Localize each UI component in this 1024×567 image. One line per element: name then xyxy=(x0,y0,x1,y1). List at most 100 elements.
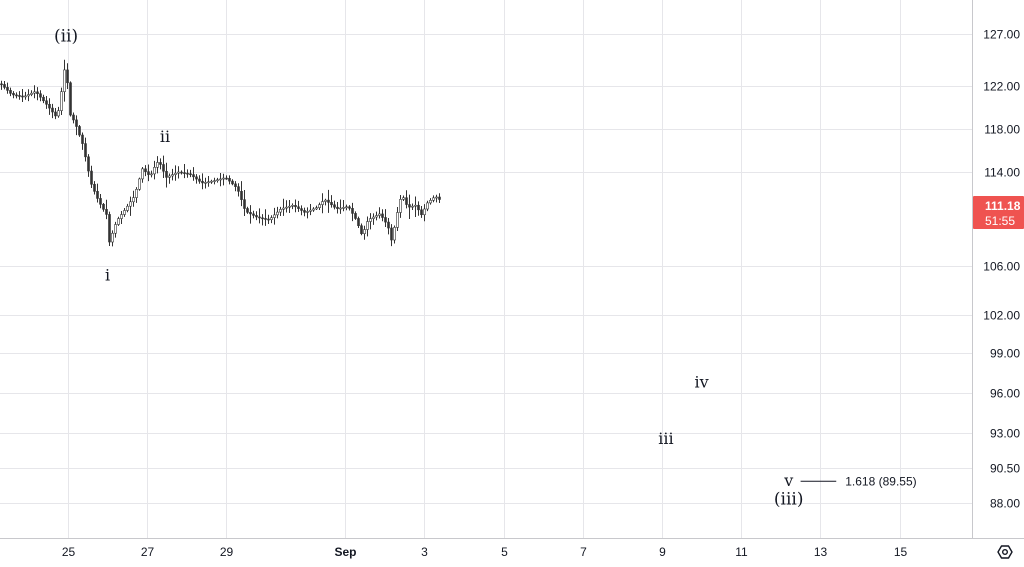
last-price-badge: 111.18 51:55 xyxy=(973,196,1024,229)
candle-body-up xyxy=(426,202,429,210)
candle-body-up xyxy=(393,227,396,241)
candle-body-up xyxy=(168,175,171,178)
candle-body-up xyxy=(285,206,288,209)
candle-body-up xyxy=(318,204,321,208)
last-price-badge-bg xyxy=(973,196,1024,229)
candle-body-down xyxy=(249,212,252,215)
candle-body-down xyxy=(81,134,84,144)
candle-body-up xyxy=(135,189,138,198)
wave-label[interactable]: iv xyxy=(695,373,709,392)
candle-body-down xyxy=(6,87,9,91)
candle-body-down xyxy=(0,83,3,86)
candle-body-down xyxy=(327,199,330,203)
candle-body-up xyxy=(312,208,315,211)
candle-body-up xyxy=(120,214,123,219)
candle-body-down xyxy=(144,168,147,172)
candle-body-up xyxy=(399,199,402,213)
candle-body-up xyxy=(123,210,126,215)
candle-body-up xyxy=(126,205,129,211)
candle-body-up xyxy=(276,211,279,216)
candle-body-down xyxy=(381,213,384,218)
candle-body-down xyxy=(297,206,300,209)
candle-body-up xyxy=(30,92,33,95)
candle-body-down xyxy=(102,203,105,210)
candle-body-down xyxy=(252,213,255,216)
candle-layer xyxy=(0,59,441,247)
candle-body-up xyxy=(345,206,348,209)
candle-body-down xyxy=(159,162,162,165)
candle-body-up xyxy=(366,221,369,230)
candle-body-up xyxy=(411,205,414,208)
candle-body-up xyxy=(273,214,276,218)
candle-body-down xyxy=(348,206,351,209)
candle-body-up xyxy=(342,207,345,209)
candle-body-down xyxy=(408,204,411,208)
candle-body-up xyxy=(27,94,30,97)
candle-body-up xyxy=(288,205,291,208)
wave-label[interactable]: iii xyxy=(658,429,673,448)
candle-body-up xyxy=(213,180,216,182)
candle-body-down xyxy=(75,119,78,127)
last-price-value: 111.18 xyxy=(985,199,1021,213)
candle-body-down xyxy=(12,93,15,96)
price-tick-label: 127.00 xyxy=(983,28,1020,42)
candle-body-down xyxy=(192,174,195,178)
candle-body-up xyxy=(63,69,66,92)
time-tick-label: 15 xyxy=(894,545,908,559)
candle-body-up xyxy=(171,174,174,177)
candle-body-up xyxy=(132,197,135,203)
wave-label[interactable]: i xyxy=(105,266,110,285)
wave-label[interactable]: (ii) xyxy=(54,26,78,46)
candle-body-up xyxy=(204,182,207,184)
wave-label[interactable]: v xyxy=(783,471,793,490)
price-tick-label: 88.00 xyxy=(990,497,1020,511)
candle-body-down xyxy=(420,209,423,216)
candle-body-down xyxy=(264,218,267,220)
price-tick-label: 102.00 xyxy=(983,309,1020,323)
candle-body-down xyxy=(294,205,297,208)
candle-body-down xyxy=(336,206,339,209)
candle-body-up xyxy=(429,200,432,204)
candle-body-down xyxy=(330,202,333,206)
candle-body-down xyxy=(405,197,408,205)
candle-body-down xyxy=(15,94,18,97)
bar-countdown: 51:55 xyxy=(985,214,1015,228)
candle-body-down xyxy=(18,95,21,97)
price-tick-label: 106.00 xyxy=(983,260,1020,274)
candle-body-up xyxy=(435,196,438,199)
candle-body-down xyxy=(300,208,303,211)
candle-body-up xyxy=(222,177,225,180)
candle-body-down xyxy=(390,227,393,241)
candle-body-down xyxy=(99,198,102,205)
price-tick-label: 122.00 xyxy=(983,80,1020,94)
candle-body-down xyxy=(186,172,189,175)
time-axis[interactable]: 25 27 29 Sep 3 5 7 9 11 13 15 xyxy=(62,545,908,559)
time-tick-label: 27 xyxy=(141,545,155,559)
candle-body-up xyxy=(375,215,378,218)
candle-body-down xyxy=(66,69,69,84)
candle-body-up xyxy=(432,197,435,201)
candle-body-up xyxy=(279,209,282,213)
candle-body-down xyxy=(417,204,420,211)
candle-body-down xyxy=(36,91,39,95)
candle-body-down xyxy=(237,186,240,192)
price-axis[interactable]: 127.00 122.00 118.00 114.00 106.00 102.00 99.0… xyxy=(983,28,1020,511)
settings-gear-icon[interactable] xyxy=(997,545,1013,559)
candle-body-up xyxy=(321,201,324,205)
candle-body-up xyxy=(33,91,36,94)
wave-label[interactable]: (iii) xyxy=(774,489,804,509)
candle-body-down xyxy=(69,82,72,116)
time-tick-label: 3 xyxy=(421,545,428,559)
candle-body-down xyxy=(105,209,108,215)
candle-body-up xyxy=(363,229,366,234)
candle-body-up xyxy=(306,211,309,213)
candle-body-down xyxy=(240,191,243,200)
candle-body-up xyxy=(177,171,180,174)
candle-body-down xyxy=(147,171,150,175)
candle-body-down xyxy=(333,204,336,208)
price-tick-label: 118.00 xyxy=(984,123,1020,137)
candle-body-up xyxy=(378,213,381,216)
wave-label[interactable]: ii xyxy=(160,127,170,146)
